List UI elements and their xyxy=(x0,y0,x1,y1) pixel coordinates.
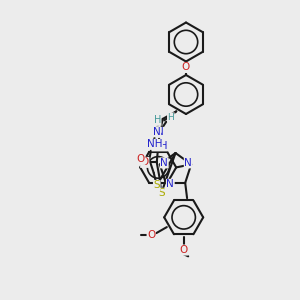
Text: O: O xyxy=(137,154,145,164)
Text: N: N xyxy=(184,158,192,168)
Text: O: O xyxy=(141,158,149,167)
Text: H: H xyxy=(167,113,174,122)
Text: N: N xyxy=(153,127,160,137)
Text: N: N xyxy=(167,179,174,189)
Text: N: N xyxy=(160,158,168,168)
Text: O: O xyxy=(180,245,188,255)
Text: H: H xyxy=(154,116,161,125)
Text: O: O xyxy=(182,62,190,73)
Text: NH: NH xyxy=(147,140,162,149)
Text: N: N xyxy=(156,128,164,137)
Text: O: O xyxy=(147,230,155,240)
Text: NH: NH xyxy=(152,141,167,151)
Text: S: S xyxy=(158,188,165,198)
Text: S: S xyxy=(153,181,160,190)
